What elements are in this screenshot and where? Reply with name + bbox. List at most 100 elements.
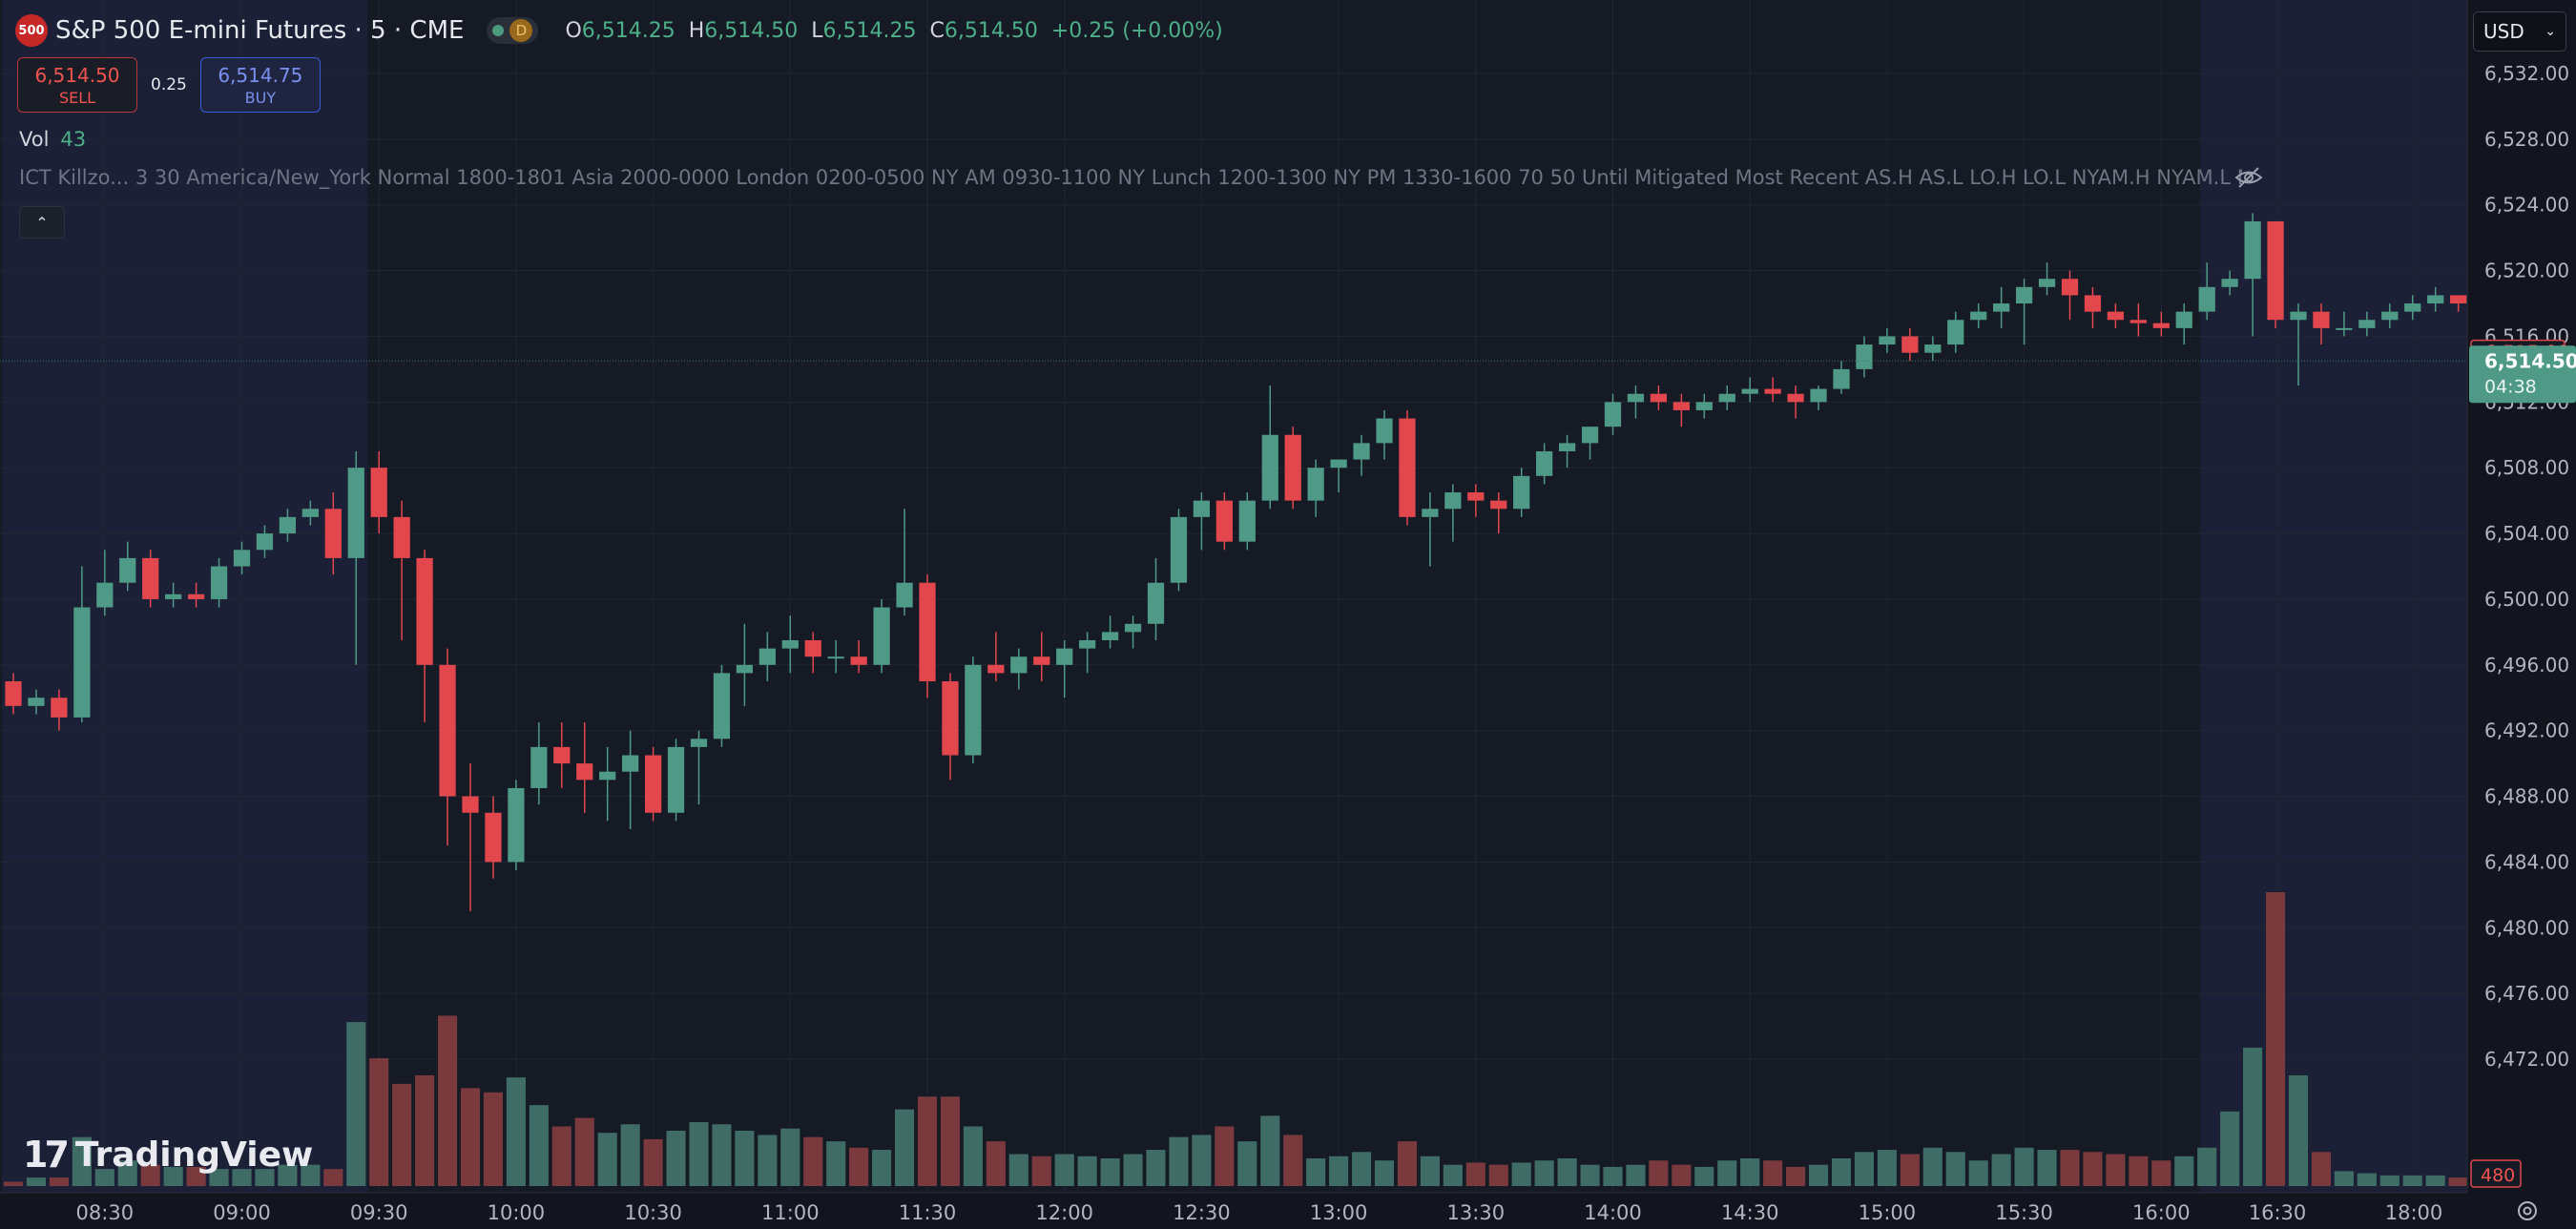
high-label: H xyxy=(688,18,705,43)
volume-bar xyxy=(1511,1162,1531,1186)
volume-axis-box xyxy=(2470,1159,2522,1188)
candle-body xyxy=(1399,418,1416,517)
volume-bar xyxy=(1100,1157,1120,1186)
time-tick-label: 10:30 xyxy=(624,1201,682,1224)
volume-bar xyxy=(2243,1047,2263,1186)
volume-bar xyxy=(2334,1171,2354,1186)
time-axis-bg xyxy=(0,1193,2467,1229)
volume-bar xyxy=(49,1177,69,1186)
volume-bar xyxy=(1192,1135,1212,1186)
candle-body xyxy=(1536,450,1553,476)
time-tick-label: 18:00 xyxy=(2385,1201,2443,1224)
candle-body xyxy=(165,594,182,599)
volume-bar xyxy=(2014,1147,2034,1186)
volume-bar xyxy=(1169,1136,1189,1186)
volume-bar xyxy=(392,1083,412,1186)
volume-bar xyxy=(278,1164,298,1186)
candle-body xyxy=(530,746,548,788)
volume-bar xyxy=(2379,1175,2399,1186)
candle-body xyxy=(1833,368,1850,389)
volume-bar xyxy=(346,1022,366,1186)
candle-body xyxy=(1764,388,1781,394)
candle-body xyxy=(942,681,959,756)
candle-body xyxy=(1467,492,1485,501)
open-value: 6,514.25 xyxy=(581,18,675,43)
volume-bar xyxy=(1968,1160,1988,1186)
indicator-legend[interactable]: ICT Killzo... 3 30 America/New_York Norm… xyxy=(19,166,2242,189)
candle-body xyxy=(1741,388,1758,394)
volume-bar xyxy=(529,1105,549,1186)
current-price-tag xyxy=(2469,345,2576,404)
candle-body xyxy=(2038,279,2056,287)
volume-legend[interactable]: Vol 43 xyxy=(19,128,86,151)
price-tick-label: 6,504.00 xyxy=(2484,522,2569,545)
candle-body xyxy=(1650,393,1668,403)
volume-bar xyxy=(301,1164,321,1186)
volume-bar xyxy=(1146,1150,1166,1186)
chevron-down-icon: ⌄ xyxy=(2545,24,2556,39)
volume-bar xyxy=(1374,1160,1395,1186)
time-tick-label: 12:30 xyxy=(1173,1201,1231,1224)
volume-bar xyxy=(689,1122,709,1186)
candle-body xyxy=(1444,492,1462,510)
market-status[interactable]: D xyxy=(487,17,539,44)
time-tick-label: 14:30 xyxy=(1721,1201,1779,1224)
candle-body xyxy=(2107,311,2125,321)
volume-bar xyxy=(1283,1135,1303,1186)
candle-body xyxy=(2358,320,2376,328)
candle-body xyxy=(1627,393,1645,403)
candle-body xyxy=(622,755,639,772)
volume-bar xyxy=(1420,1156,1440,1186)
volume-bar xyxy=(94,1169,114,1186)
volume-bar xyxy=(1465,1162,1485,1186)
candle-body xyxy=(2381,311,2399,321)
candle-body xyxy=(1924,344,1942,353)
currency-select[interactable]: USD ⌄ xyxy=(2473,11,2566,52)
volume-bar xyxy=(2037,1150,2057,1186)
open-label: O xyxy=(565,18,582,43)
settings-gear-icon[interactable] xyxy=(2513,1197,2542,1225)
volume-bar xyxy=(415,1074,435,1186)
close-label: C xyxy=(929,18,945,43)
volume-bar xyxy=(1351,1152,1372,1186)
volume-bar xyxy=(1694,1166,1714,1186)
candle-body xyxy=(1193,500,1211,517)
collapse-legend-button[interactable]: ⌃ xyxy=(19,206,65,239)
candle-body xyxy=(96,582,114,608)
volume-bar xyxy=(483,1092,504,1186)
volume-bar xyxy=(1603,1166,1623,1186)
volume-bar xyxy=(1077,1156,1097,1186)
symbol-title[interactable]: S&P 500 E-mini Futures · 5 · CME xyxy=(55,16,465,45)
volume-bar xyxy=(1763,1160,1783,1186)
volume-bar xyxy=(872,1150,892,1186)
volume-bar xyxy=(1329,1156,1349,1186)
volume-bar xyxy=(735,1130,755,1186)
time-tick-label: 12:00 xyxy=(1035,1201,1093,1224)
spread-value: 0.25 xyxy=(151,75,187,94)
candle-body xyxy=(987,664,1005,674)
volume-bar xyxy=(643,1138,663,1186)
candle-body xyxy=(1010,656,1028,674)
candle-body xyxy=(1490,500,1507,510)
candle-body xyxy=(462,796,479,813)
volume-bar xyxy=(255,1169,275,1186)
symbol-logo: 500 xyxy=(15,14,48,47)
candle-body xyxy=(1947,320,1964,345)
candle-body xyxy=(1033,656,1050,665)
trade-panel: 6,514.50 SELL 0.25 6,514.75 BUY xyxy=(17,57,321,113)
hidden-eye-icon[interactable] xyxy=(2234,165,2263,190)
volume-bar xyxy=(2106,1154,2126,1186)
volume-bar xyxy=(1008,1154,1028,1186)
volume-bar xyxy=(72,1136,92,1186)
candle-body xyxy=(2404,303,2421,312)
buy-button[interactable]: 6,514.75 BUY xyxy=(199,57,321,113)
candle-body xyxy=(2198,286,2215,312)
volume-bar xyxy=(506,1077,526,1186)
volume-bar xyxy=(437,1015,458,1186)
tradingview-logo: 17 TradingView xyxy=(23,1134,313,1176)
volume-bar xyxy=(2174,1156,2194,1186)
sell-button[interactable]: 6,514.50 SELL xyxy=(17,57,137,113)
volume-bar xyxy=(1488,1164,1508,1186)
